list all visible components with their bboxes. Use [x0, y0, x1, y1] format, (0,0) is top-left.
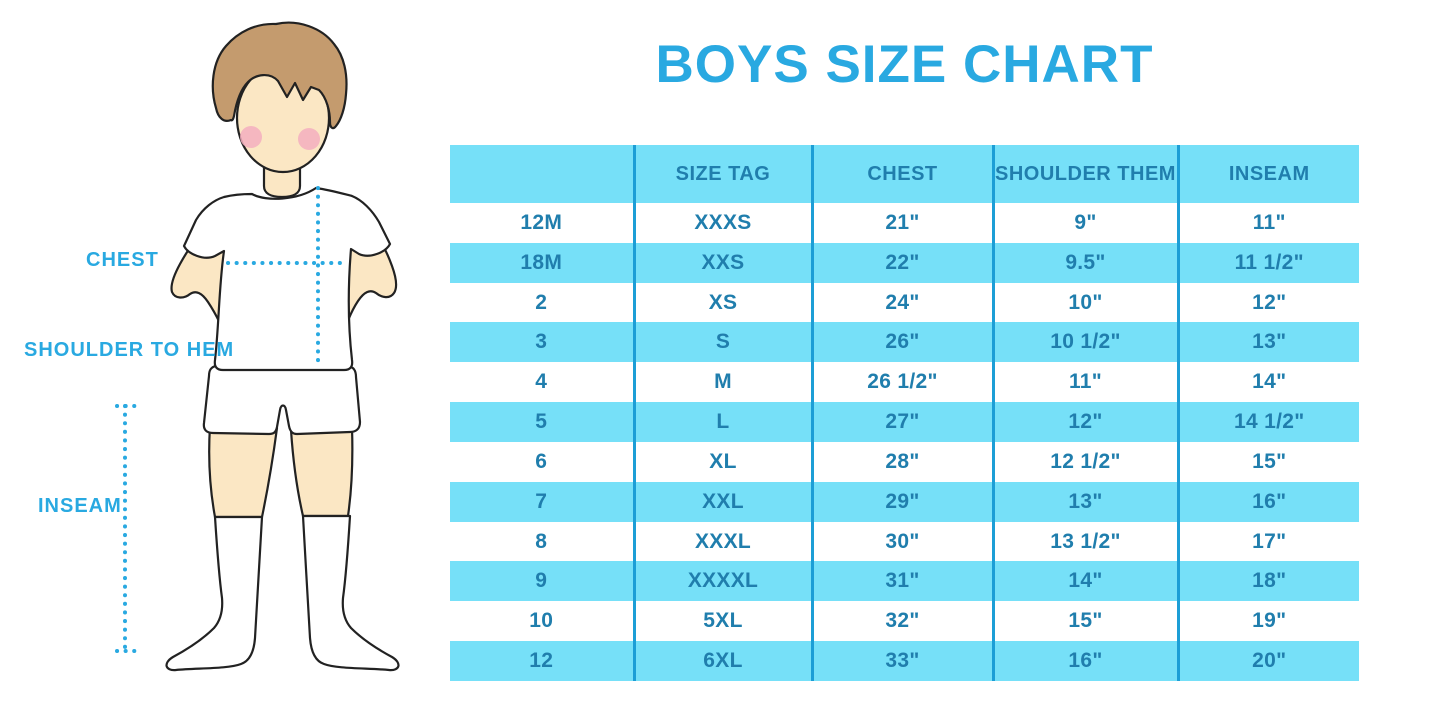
table-cell: 10 1/2" — [991, 322, 1178, 363]
chest-label: CHEST — [86, 249, 159, 271]
table-cell: 13" — [991, 481, 1178, 522]
table-cell: 26" — [810, 322, 993, 363]
table-row: 8 XXXL 30" 13 1/2" 17" — [450, 521, 1359, 562]
table-cell: L — [632, 402, 812, 442]
table-row: 18M XXS 22" 9.5" 11 1/2" — [450, 242, 1359, 283]
table-cell: M — [632, 362, 812, 403]
table-cell: 15" — [1176, 441, 1359, 482]
table-cell: 28" — [810, 441, 993, 482]
table-cell: 32" — [810, 601, 993, 642]
table-row: 9 XXXXL 31" 14" 18" — [450, 561, 1359, 602]
boy-blush-left — [240, 126, 262, 148]
table-row: 12 6XL 33" 16" 20" — [450, 641, 1359, 681]
table-cell: 13" — [1176, 322, 1359, 363]
table-cell: 30" — [810, 521, 993, 562]
table-cell: 22" — [810, 242, 993, 283]
table-cell: 14" — [991, 561, 1178, 602]
table-cell: 29" — [810, 481, 993, 522]
table-row: 6 XL 28" 12 1/2" 15" — [450, 441, 1359, 482]
table-cell: 12 1/2" — [991, 441, 1178, 482]
table-cell: XXL — [632, 481, 812, 522]
table-cell: 5XL — [632, 601, 812, 642]
table-cell: 9" — [991, 203, 1178, 243]
table-row: 7 XXL 29" 13" 16" — [450, 481, 1359, 522]
table-cell: 27" — [810, 402, 993, 442]
table-cell: 12 — [450, 641, 634, 681]
boy-right-leg — [289, 426, 354, 518]
column-header-size-tag: SIZE TAG — [632, 145, 812, 203]
column-header-shoulder-them: SHOULDER THEM — [991, 145, 1178, 203]
table-cell: 2 — [535, 290, 548, 314]
size-table: SIZE TAG CHEST SHOULDER THEM INSEAM 12M … — [450, 145, 1359, 681]
table-cell: 19" — [1176, 601, 1359, 642]
table-cell: XS — [632, 282, 812, 323]
table-cell: 20" — [1176, 641, 1359, 681]
table-cell: 7 — [450, 481, 634, 522]
boy-left-leg — [208, 424, 279, 519]
table-cell: 12" — [1176, 282, 1359, 323]
table-cell: 33" — [810, 641, 993, 681]
table-cell: 13 1/2" — [991, 521, 1178, 562]
table-cell: 16" — [991, 641, 1178, 681]
table-row: 2 XS 24" 10" 12" — [450, 282, 1359, 323]
table-cell: 21" — [810, 203, 993, 243]
table-cell: 11" — [1176, 203, 1359, 243]
table-row: 3 S 26" 10 1/2" 13" — [450, 322, 1359, 363]
table-cell: 8 — [535, 529, 548, 553]
boy-left-sock — [165, 515, 264, 672]
table-cell: 11 1/2" — [1176, 242, 1359, 283]
table-cell: 17" — [1176, 521, 1359, 562]
table-cell: XL — [632, 441, 812, 482]
table-cell: XXXL — [632, 521, 812, 562]
header-row: SIZE TAG CHEST SHOULDER THEM INSEAM — [450, 145, 1359, 203]
page-title: BOYS SIZE CHART — [655, 35, 1154, 94]
table-cell: 11" — [991, 362, 1178, 403]
table-cell: XXXS — [632, 203, 812, 243]
table-cell: 5 — [450, 402, 634, 442]
table-cell: 12M — [520, 210, 563, 234]
table-row: 4 M 26 1/2" 11" 14" — [450, 362, 1359, 403]
inseam-label: INSEAM — [38, 495, 122, 517]
column-header-age — [450, 145, 634, 203]
table-cell: 26 1/2" — [810, 362, 993, 403]
table-cell: 31" — [810, 561, 993, 602]
shoulder-to-hem-label: SHOULDER TO HEM — [24, 339, 235, 361]
table-cell: 6XL — [632, 641, 812, 681]
boy-shorts — [202, 361, 362, 436]
table-cell: 10" — [991, 282, 1178, 323]
boy-hair — [211, 21, 348, 130]
boy-illustration — [115, 21, 400, 672]
table-row: 5 L 27" 12" 14 1/2" — [450, 402, 1359, 442]
table-row: 12M XXXS 21" 9" 11" — [450, 203, 1359, 243]
table-cell: 15" — [991, 601, 1178, 642]
table-cell: 18M — [450, 242, 634, 283]
boy-shirt — [182, 186, 392, 372]
table-cell: 4 — [535, 370, 548, 394]
table-cell: 24" — [810, 282, 993, 323]
boy-right-sock — [301, 514, 400, 672]
table-cell: XXXXL — [632, 561, 812, 602]
table-cell: 10 — [529, 609, 554, 633]
table-cell: 6 — [535, 449, 548, 473]
table-cell: 14 1/2" — [1176, 402, 1359, 442]
table-cell: 9.5" — [991, 242, 1178, 283]
table-cell: 9 — [450, 561, 634, 602]
table-cell: 3 — [450, 322, 634, 363]
table-cell: 14" — [1176, 362, 1359, 403]
table-row: 10 5XL 32" 15" 19" — [450, 601, 1359, 642]
column-header-chest: CHEST — [810, 145, 993, 203]
table-cell: XXS — [632, 242, 812, 283]
table-cell: 12" — [991, 402, 1178, 442]
table-cell: 16" — [1176, 481, 1359, 522]
column-header-inseam: INSEAM — [1176, 145, 1359, 203]
boy-blush-right — [298, 128, 320, 150]
table-cell: 18" — [1176, 561, 1359, 602]
table-cell: S — [632, 322, 812, 363]
